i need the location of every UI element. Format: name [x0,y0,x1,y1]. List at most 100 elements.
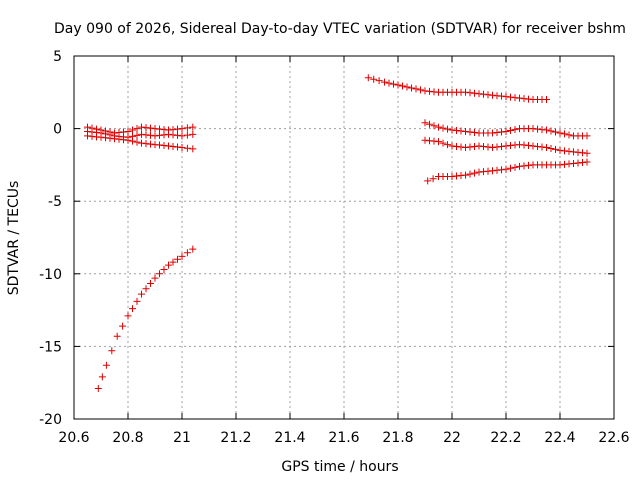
data-point [108,347,116,355]
data-point [142,285,150,293]
data-point [435,123,442,131]
x-tick-label: 21.8 [382,430,413,446]
y-tick-label: -5 [48,194,62,210]
data-point [189,145,197,153]
x-tick-label: 22.4 [544,430,575,446]
series-sat-f [421,119,591,140]
y-tick-label: 5 [53,49,62,65]
data-point [370,75,378,83]
data-point [583,158,591,166]
data-point [565,131,573,139]
data-point [102,130,109,138]
data-point [583,149,591,157]
data-point [552,128,559,136]
data-point [151,274,159,282]
x-tick-label: 20.6 [58,430,89,446]
series-sat-c [84,128,197,141]
data-point [462,171,469,179]
data-point [408,84,415,92]
data-point [94,385,102,393]
data-point [178,143,186,151]
data-point [417,86,424,94]
axis-ticks [73,55,615,420]
data-point [583,132,591,140]
data-point [430,122,438,130]
x-tick-label: 21 [173,430,191,446]
data-point [552,145,559,153]
data-point [183,249,191,257]
series-sat-h [424,158,591,185]
data-point [543,143,550,151]
x-tick-label: 21.4 [274,430,305,446]
data-point [547,144,555,152]
data-point [381,78,388,86]
data-point [178,252,186,260]
x-tick-label: 22.2 [490,430,521,446]
data-point [547,127,555,135]
data-point [129,132,136,140]
data-point [113,332,121,340]
data-point [129,305,136,313]
data-point [543,126,550,134]
data-point [429,175,437,183]
x-tick-label: 21.2 [220,430,251,446]
data-point [511,163,519,171]
x-tick-label: 21.6 [328,430,359,446]
data-point [165,261,172,269]
data-point [466,170,474,178]
data-point [399,82,406,90]
data-point [160,265,168,273]
data-point [375,77,383,85]
data-point [421,119,429,127]
x-tick-label: 20.8 [112,430,143,446]
data-point [556,129,564,137]
data-point [502,165,510,173]
data-point [439,124,447,132]
series-sat-g [421,136,591,157]
data-point [507,127,514,135]
data-point [133,125,141,133]
x-tick-label: 22 [443,430,461,446]
series-sat-d [94,245,197,393]
data-point [97,129,105,137]
data-point [502,128,510,136]
y-axis-label: SDTVAR / TECUs [6,181,22,296]
data-point [178,132,186,140]
data-point [124,312,132,320]
data-point [189,245,197,253]
data-point [444,141,451,149]
data-point [106,131,114,139]
data-point [174,255,181,263]
data-point [444,125,451,133]
data-point [119,322,127,330]
data-point [133,138,141,146]
data-point [183,144,191,152]
data-point [426,120,433,128]
y-tick-label: 0 [53,122,62,138]
series-sat-e [364,74,550,104]
y-tick-label: -20 [39,412,62,428]
x-tick-labels: 20.6 20.8 21 21.2 21.4 21.6 21.8 22 22.2 22.4 22.6 [58,430,629,446]
data-point [129,126,136,134]
data-point [133,131,141,139]
data-point [364,74,372,82]
data-point [138,290,145,298]
data-point [511,126,519,134]
data-point [183,131,191,139]
data-point [178,125,186,133]
data-point [403,83,411,91]
data-point [394,81,402,89]
data-point [385,79,393,87]
data-point [561,130,568,138]
data-point [189,123,197,131]
y-tick-labels: 5 0 -5 -10 -15 -20 [39,49,62,428]
data-point [156,270,163,278]
data-point [183,124,191,132]
data-point [439,139,447,147]
y-tick-label: -10 [39,267,62,283]
y-tick-label: -15 [39,339,62,355]
data-point [169,258,177,266]
x-tick-label: 22.6 [598,430,629,446]
